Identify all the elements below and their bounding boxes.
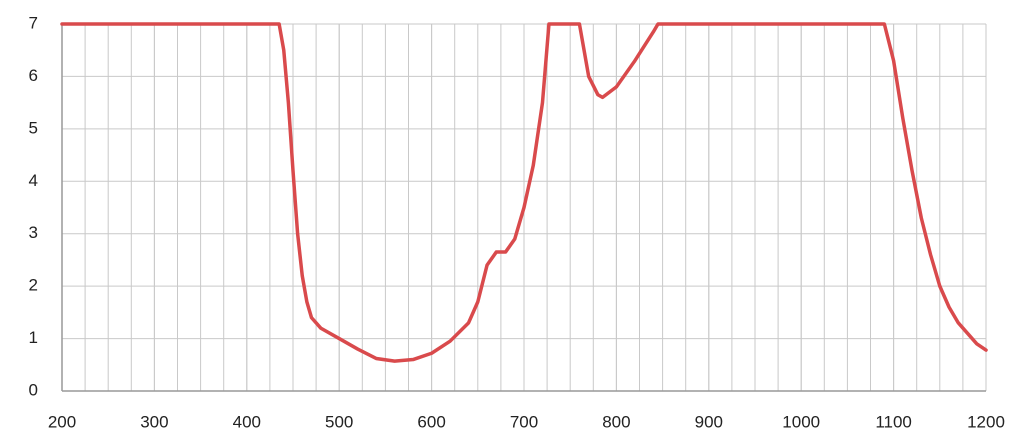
data-line (60, 22, 988, 363)
x-tick-label: 700 (510, 412, 538, 431)
x-tick-label: 800 (602, 412, 630, 431)
x-tick-label: 600 (417, 412, 445, 431)
y-tick-label: 4 (29, 171, 38, 190)
x-tick-label: 1100 (875, 412, 912, 431)
y-tick-label: 0 (29, 380, 38, 399)
y-tick-label: 2 (29, 276, 38, 295)
x-tick-label: 200 (48, 412, 76, 431)
y-tick-label: 5 (29, 118, 38, 137)
y-tick-label: 3 (29, 223, 38, 242)
x-tick-label: 500 (325, 412, 353, 431)
x-tick-label: 1200 (967, 412, 1005, 431)
x-tick-label: 900 (695, 412, 723, 431)
x-tick-label: 1000 (782, 412, 820, 431)
x-tick-label: 400 (233, 412, 261, 431)
y-tick-label: 7 (29, 13, 38, 32)
y-tick-label: 1 (29, 328, 38, 347)
y-tick-label: 6 (29, 66, 38, 85)
x-tick-label: 300 (140, 412, 168, 431)
